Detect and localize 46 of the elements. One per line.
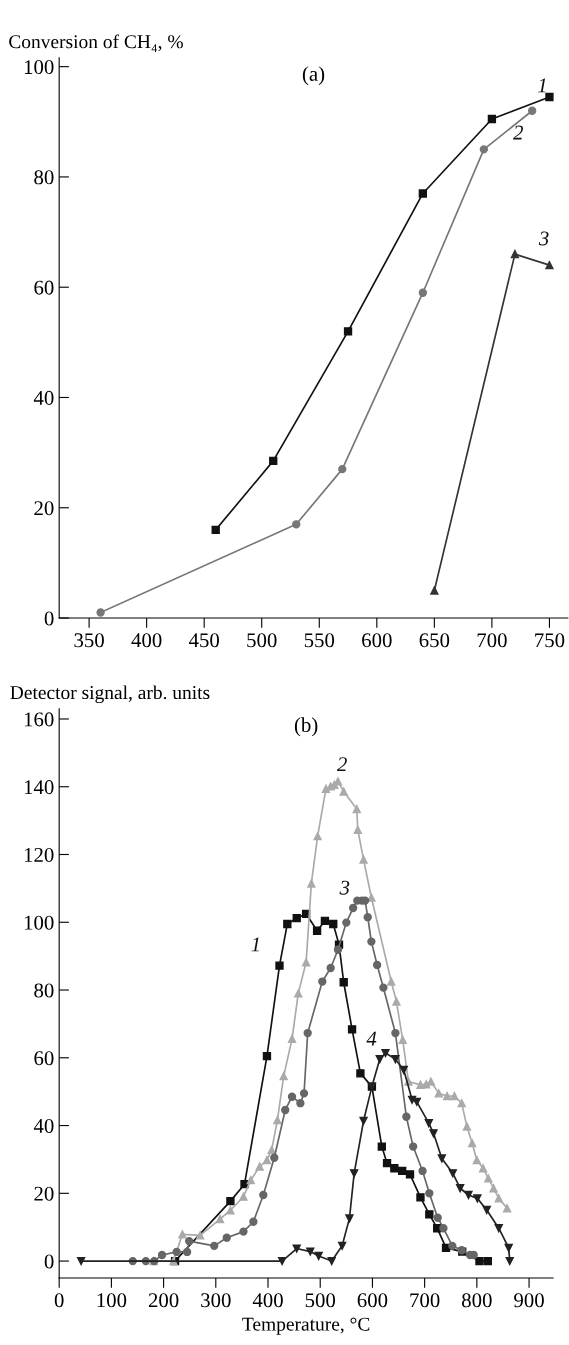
y-tick-label: 140 <box>24 780 54 795</box>
y-tick-label: 20 <box>34 501 54 516</box>
chart-title: (a) <box>302 66 325 86</box>
x-tick-label: 700 <box>410 1293 440 1308</box>
x-tick-label: 0 <box>54 1293 64 1308</box>
y-tick-label: 80 <box>34 170 54 185</box>
series-label: 2 <box>336 757 347 772</box>
x-tick-label: 750 <box>535 633 565 648</box>
x-tick-label: 900 <box>514 1293 544 1308</box>
x-tick-label: 350 <box>74 633 104 648</box>
series-label: 1 <box>251 937 259 952</box>
x-tick-label: 200 <box>148 1293 179 1308</box>
x-axis-title: Temperature, °C <box>242 1317 370 1335</box>
x-tick-label: 550 <box>304 633 335 648</box>
series-label: 3 <box>538 231 549 246</box>
y-tick-label: 40 <box>33 1118 54 1133</box>
x-tick-label: 600 <box>357 1293 388 1308</box>
x-tick-label: 300 <box>201 1293 231 1308</box>
y-axis-title: Conversion of CH₄, % <box>9 34 183 53</box>
y-tick-label: 100 <box>24 915 54 930</box>
x-tick-label: 400 <box>252 1293 283 1308</box>
y-tick-label: 60 <box>34 280 54 295</box>
y-tick-label: 0 <box>44 1254 54 1269</box>
y-tick-label: 120 <box>24 847 54 862</box>
x-tick-label: 800 <box>462 1293 492 1308</box>
x-tick-label: 500 <box>247 633 277 648</box>
x-tick-label: 600 <box>362 633 392 648</box>
series-label: 1 <box>538 78 546 93</box>
series-label: 3 <box>339 880 350 895</box>
y-tick-label: 20 <box>34 1186 54 1201</box>
chart-title: (b) <box>294 717 318 737</box>
series-label: 4 <box>366 1031 377 1046</box>
series-label: 2 <box>513 125 524 140</box>
x-tick-label: 500 <box>305 1293 336 1308</box>
y-axis-title: Detector signal, arb. units <box>10 685 210 704</box>
y-tick-label: 60 <box>34 1051 54 1066</box>
y-tick-label: 100 <box>24 60 54 75</box>
x-tick-label: 450 <box>188 633 220 648</box>
x-tick-label: 650 <box>419 633 450 648</box>
y-tick-label: 0 <box>44 611 54 626</box>
y-tick-label: 40 <box>33 390 54 405</box>
x-tick-label: 400 <box>131 633 162 648</box>
x-tick-label: 100 <box>97 1293 127 1308</box>
x-tick-label: 700 <box>477 633 507 648</box>
y-tick-label: 160 <box>24 712 54 727</box>
y-tick-label: 80 <box>34 983 54 998</box>
